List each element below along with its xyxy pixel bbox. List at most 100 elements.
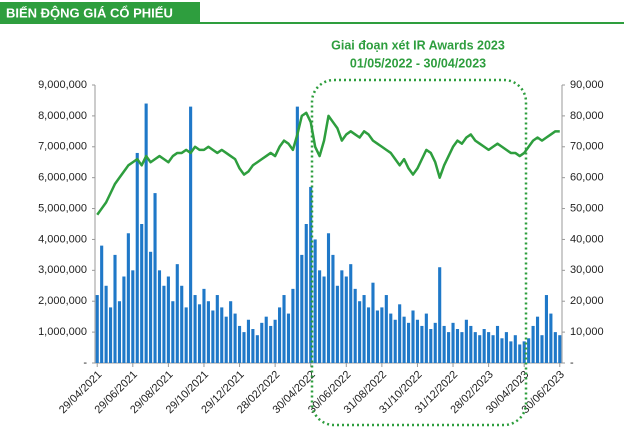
volume-bar [420,325,424,363]
volume-bar [358,301,362,363]
volume-bar [264,316,268,363]
volume-bar [233,313,237,363]
volume-bar [535,316,540,363]
volume-bar [273,319,277,363]
volume-bar [278,307,282,363]
volume-bar [100,245,104,363]
volume-bar [509,341,513,363]
volume-bar [318,270,322,363]
y2-tick-label: 80,000 [570,110,604,122]
volume-bar [469,325,473,363]
volume-bar [224,316,228,363]
volume-bar [206,301,210,363]
volume-bar [353,288,357,363]
volume-bar [171,301,175,363]
volume-bar [220,307,224,363]
volume-bar [447,332,451,363]
volume-bar [131,270,135,363]
volume-bar [286,313,291,363]
volume-bar [527,338,531,363]
y2-tick-label: 10,000 [570,326,604,338]
volume-bar [438,267,442,363]
volume-bar [144,103,148,364]
title-rule [0,22,624,24]
volume-bar [189,106,193,363]
volume-bar [126,233,130,363]
volume-bar [513,335,517,363]
volume-bar [309,186,313,363]
volume-bar [487,332,491,363]
volume-bar [491,335,495,363]
volume-bar [504,332,508,363]
volume-bar [211,310,215,363]
volume-bar [362,295,366,363]
volume-bar [451,322,455,363]
y2-tick-label: 60,000 [570,172,604,184]
volume-bar [366,307,371,363]
y-tick-label: 1,000,000 [38,326,87,338]
title-bar [0,2,200,24]
volume-bar [251,329,255,363]
volume-bar [246,319,250,363]
volume-bar [180,285,184,363]
volume-bar [140,224,144,363]
volume-bar [149,251,153,363]
volume-bar [304,224,308,363]
y2-tick-label: 20,000 [570,295,604,307]
volume-bar [322,276,326,363]
volume-bar [282,295,286,363]
volume-bar [415,319,420,363]
y-tick-label: 6,000,000 [38,172,87,184]
volume-bar [460,332,464,363]
volume-bar [175,264,179,363]
volume-bar [398,304,402,363]
volume-bar [255,335,259,363]
volume-bar [375,310,379,363]
volume-bar [153,193,157,363]
volume-bar [184,307,188,363]
volume-bar [344,276,348,363]
volume-bar [269,325,273,363]
volume-bar [331,254,335,363]
volume-bar [407,322,411,363]
volume-bar [442,325,446,363]
volume-bar [242,332,246,363]
y2-tick-label: 50,000 [570,202,604,214]
volume-bar [478,335,482,363]
y2-tick-label: 90,000 [570,79,604,91]
volume-bar [393,319,397,363]
volume-bar [558,335,562,363]
y2-tick-label: 40,000 [570,233,604,245]
y-tick-label: 7,000,000 [38,141,87,153]
volume-bar [237,325,242,363]
y-tick-label: 3,000,000 [38,264,87,276]
volume-bar [95,295,99,363]
chart-title: BIẾN ĐỘNG GIÁ CỔ PHIẾU [6,5,173,20]
volume-bar [300,254,304,363]
y-tick-label: 2,000,000 [38,295,87,307]
volume-bar [135,152,139,363]
volume-bar [500,338,504,363]
volume-bar [544,295,548,363]
volume-bar [495,325,500,363]
volume-bar [384,295,388,363]
volume-bar [518,344,522,363]
volume-bar [229,301,233,363]
volume-bar [335,285,339,363]
volume-bar [522,341,526,363]
volume-bar [464,319,468,363]
volume-bar [104,285,108,363]
annotation: Giai đoạn xét IR Awards 2023 [331,38,505,52]
y2-tick-label: 30,000 [570,264,604,276]
volume-bar [473,332,477,363]
y2-tick-label: - [570,357,574,369]
volume-bar [326,233,331,363]
y2-tick-label: 70,000 [570,141,604,153]
y-tick-label: 5,000,000 [38,202,87,214]
volume-bar [215,295,219,363]
volume-bar [193,295,197,363]
volume-bar [540,335,544,363]
volume-bar [433,322,437,363]
volume-bar [166,276,170,363]
